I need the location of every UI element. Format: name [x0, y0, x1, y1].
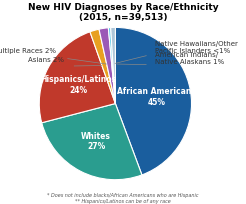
Text: * Does not include blacks/African Americans who are Hispanic: * Does not include blacks/African Americ… [47, 192, 199, 197]
Wedge shape [42, 104, 142, 180]
Wedge shape [111, 28, 115, 104]
Text: Native Hawaiians/Other
Pacific Islanders <1%: Native Hawaiians/Other Pacific Islanders… [155, 41, 238, 54]
Text: American Indians/
Native Alaskans 1%: American Indians/ Native Alaskans 1% [155, 52, 224, 65]
Text: Whites
27%: Whites 27% [81, 131, 111, 151]
Text: African Americans
45%: African Americans 45% [117, 87, 196, 106]
Wedge shape [39, 33, 115, 123]
Wedge shape [90, 30, 115, 104]
Title: New HIV Diagnoses by Race/Ethnicity
(2015, n=39,513): New HIV Diagnoses by Race/Ethnicity (201… [28, 3, 218, 22]
Wedge shape [99, 29, 115, 104]
Text: Multiple Races 2%: Multiple Races 2% [0, 48, 56, 54]
Text: Hispanics/Latinos
24%: Hispanics/Latinos 24% [40, 75, 116, 94]
Wedge shape [115, 28, 192, 175]
Wedge shape [108, 28, 115, 104]
Text: ** Hispanics/Latinos can be of any race: ** Hispanics/Latinos can be of any race [75, 198, 171, 203]
Text: Asians 2%: Asians 2% [28, 57, 64, 63]
